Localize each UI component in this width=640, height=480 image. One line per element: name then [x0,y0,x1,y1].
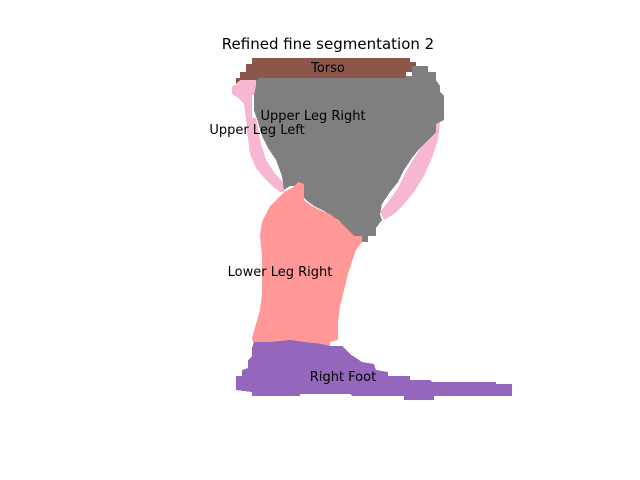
segment-label-torso: Torso [310,61,345,76]
figure-title: Refined fine segmentation 2 [222,35,434,53]
segment-label-lower-leg-right: Lower Leg Right [228,265,333,280]
segment-upper-leg-right-region [254,66,444,242]
segment-label-upper-leg-right: Upper Leg Right [260,109,365,124]
segment-upper-leg-left-region [232,78,284,192]
segment-label-right-foot: Right Foot [310,370,376,385]
segment-lower-leg-right-region [252,182,362,348]
segment-upper-leg-left-region [380,122,440,220]
segment-right-foot-region [236,340,512,400]
segment-label-upper-leg-left: Upper Leg Left [209,123,304,138]
segment-torso-region [236,58,416,84]
